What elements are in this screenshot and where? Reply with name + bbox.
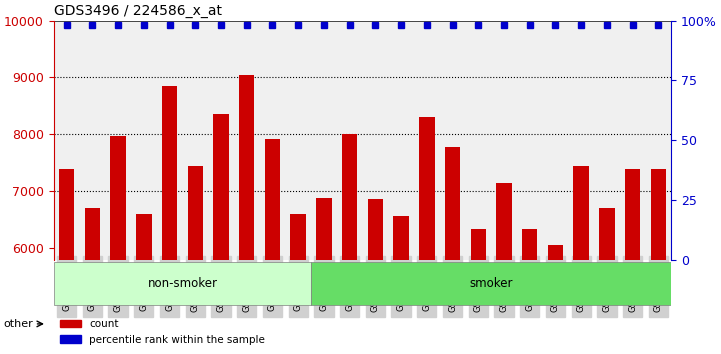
Bar (573, 166, 589, 354)
Bar (599, 209, 614, 354)
FancyBboxPatch shape (311, 262, 671, 305)
Text: non-smoker: non-smoker (147, 277, 218, 290)
Legend: count, percentile rank within the sample: count, percentile rank within the sample (56, 315, 269, 349)
Bar (548, 245, 563, 354)
Bar (496, 183, 512, 354)
Bar (187, 166, 203, 354)
Bar (394, 216, 409, 354)
Bar (650, 169, 666, 354)
Text: smoker: smoker (469, 277, 513, 290)
Bar (59, 169, 74, 354)
Bar (445, 147, 460, 354)
Bar (265, 139, 280, 354)
Bar (419, 117, 435, 354)
Bar (291, 214, 306, 354)
Bar (625, 169, 640, 354)
Bar (84, 209, 100, 354)
Bar (368, 199, 383, 354)
Bar (471, 229, 486, 354)
Bar (110, 136, 125, 354)
Bar (213, 114, 229, 354)
Bar (342, 135, 358, 354)
Text: GDS3496 / 224586_x_at: GDS3496 / 224586_x_at (54, 4, 222, 18)
Bar (522, 229, 537, 354)
FancyBboxPatch shape (54, 262, 311, 305)
Bar (162, 86, 177, 354)
Text: other: other (4, 319, 33, 329)
Bar (317, 198, 332, 354)
Bar (136, 214, 151, 354)
Bar (239, 75, 255, 354)
